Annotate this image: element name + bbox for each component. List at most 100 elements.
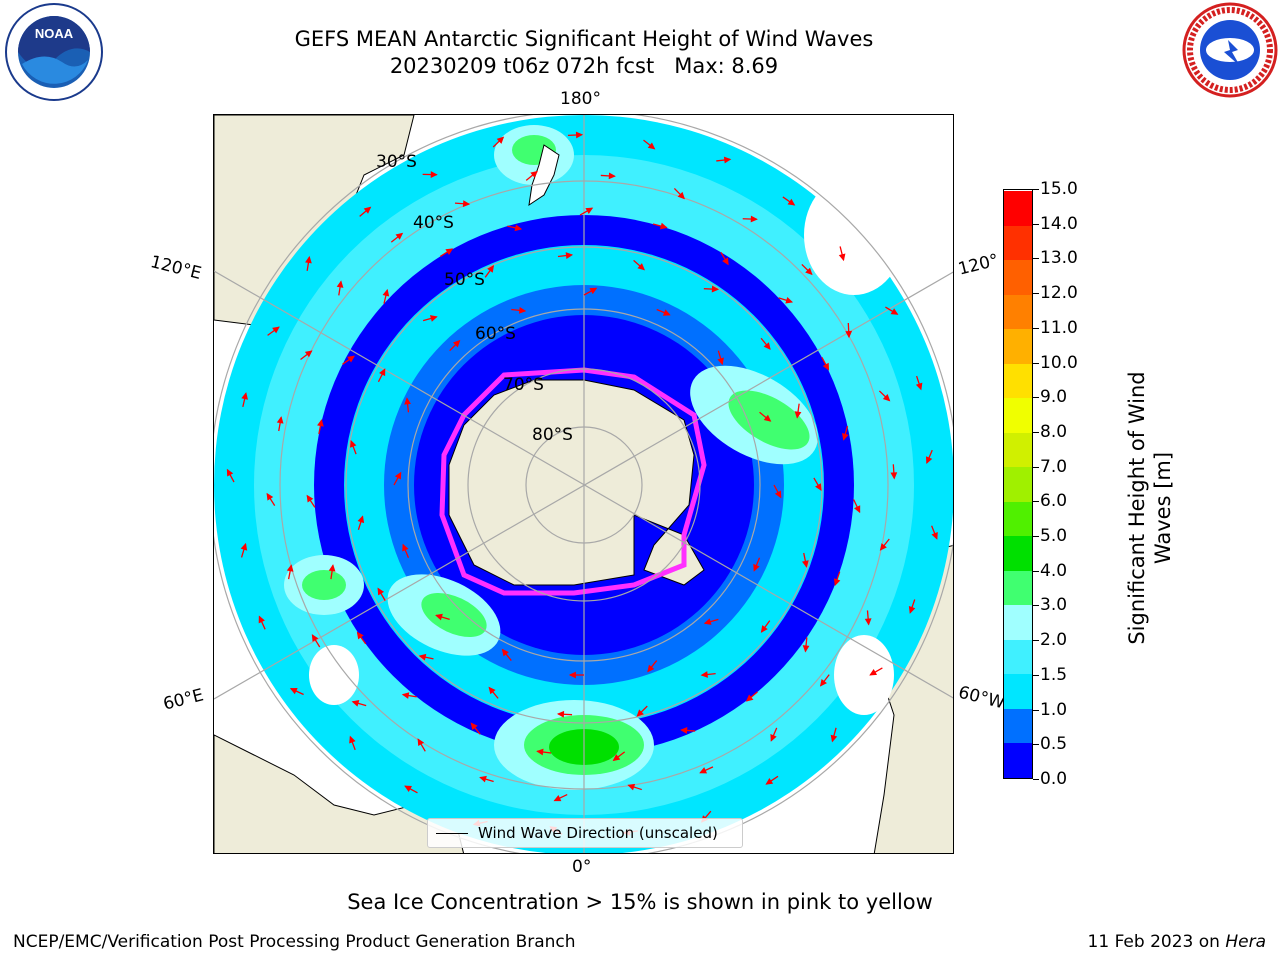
wind-arrow-head <box>915 382 923 391</box>
colorbar-segment <box>1004 501 1032 537</box>
wind-arrow-head <box>722 257 729 266</box>
wind-arrow-head <box>815 483 822 492</box>
colorbar-tick-mark <box>1033 570 1039 572</box>
wind-arrow-head <box>822 362 830 371</box>
lon-label-120e: 120°E <box>148 252 204 284</box>
wind-arrow-head <box>925 456 933 465</box>
wind-arrow-head <box>496 136 505 144</box>
wind-arrow-head <box>470 722 478 731</box>
wind-arrow-head <box>487 265 495 273</box>
colorbar-tick-mark <box>1033 189 1039 190</box>
colorbar-segment <box>1004 535 1032 571</box>
lat-label-80s: 80°S <box>532 425 573 445</box>
wind-arrow-head <box>879 543 887 551</box>
colorbar-segment <box>1004 742 1032 778</box>
wind-arrow-head <box>908 606 916 614</box>
national-weather-service-logo <box>1182 2 1278 98</box>
wind-arrow-head <box>347 355 355 363</box>
wind-arrow-head <box>336 280 344 288</box>
wind-arrow-head <box>349 735 356 744</box>
wind-arrow-head <box>317 419 324 427</box>
legend-label: Wind Wave Direction (unscaled) <box>478 824 718 842</box>
new-zealand-land <box>528 144 560 207</box>
wind-arrow-head <box>659 222 668 230</box>
colorbar-tick-label: 14.0 <box>1040 213 1078 234</box>
footer-machine: Hera <box>1225 932 1266 952</box>
wind-arrow-head <box>404 397 411 405</box>
wind-arrow-head <box>328 564 336 572</box>
wind-arrow-head <box>530 170 538 178</box>
wind-arrow-head <box>854 505 861 514</box>
lat-label-50s: 50°S <box>444 270 485 290</box>
wind-arrow-head <box>240 542 248 551</box>
lon-label-0: 0° <box>572 857 592 877</box>
wind-arrow-head <box>565 252 574 259</box>
wind-arrow-head <box>802 645 810 653</box>
lat-label-70s: 70°S <box>503 375 544 395</box>
wind-arrow-head <box>711 285 719 293</box>
colorbar-segment <box>1004 259 1032 295</box>
wind-arrow-head <box>765 777 774 785</box>
wind-arrow-head <box>536 748 544 756</box>
colorbar-tick-mark <box>1033 466 1039 468</box>
wind-arrow-head <box>266 492 274 501</box>
footer-credit: NCEP/EMC/Verification Post Processing Pr… <box>13 932 576 952</box>
wind-arrow-head <box>518 306 527 314</box>
wind-arrow-head <box>647 664 655 673</box>
wind-arrow-head <box>699 767 708 774</box>
wind-arrow-head <box>864 618 872 626</box>
wind-arrow-head <box>805 267 813 276</box>
wind-arrow-head <box>276 416 284 424</box>
wind-arrow-head <box>258 615 265 624</box>
colorbar-tick-label: 6.0 <box>1040 491 1068 512</box>
colorbar-tick-label: 9.0 <box>1040 387 1068 408</box>
map-canvas <box>214 115 953 853</box>
wind-arrow-head <box>379 368 386 377</box>
colorbar-tick-mark <box>1033 223 1039 225</box>
colorbar-tick-label: 4.0 <box>1040 560 1068 581</box>
wind-arrow-head <box>402 543 409 552</box>
wind-arrow-head <box>677 191 685 200</box>
wind-arrow-head <box>304 350 313 358</box>
colorbar-tick-mark <box>1033 397 1039 399</box>
wind-arrow-head <box>770 733 777 742</box>
wind-arrow-head <box>452 339 461 348</box>
wind-arrow-head <box>568 671 576 679</box>
colorbar-tick-label: 5.0 <box>1040 526 1068 547</box>
wind-arrow-head <box>286 564 294 572</box>
wind-arrow-head <box>382 288 390 297</box>
wind-arrow-head <box>785 297 794 304</box>
wind-arrow-head <box>680 727 688 734</box>
wind-arrow-head <box>763 342 771 350</box>
noaa-logo: NOAA <box>5 3 103 101</box>
colorbar-tick-label: 8.0 <box>1040 421 1068 442</box>
wind-arrow-head <box>363 206 372 214</box>
wind-arrows <box>226 131 938 836</box>
colorbar-segment <box>1004 432 1032 468</box>
wind-arrow-head <box>394 471 402 480</box>
colorbar-segment <box>1004 639 1032 675</box>
wind-arrow-head <box>845 330 853 339</box>
colorbar-segment <box>1004 708 1032 744</box>
colorbar-tick-mark <box>1033 709 1039 711</box>
colorbar-segment <box>1004 604 1032 640</box>
sea-ice-note: Sea Ice Concentration > 15% is shown in … <box>347 890 933 914</box>
colorbar-segment <box>1004 363 1032 399</box>
title-line-2: 20230209 t06z 072h fcst Max: 8.69 <box>389 54 779 78</box>
colorbar-tick-mark <box>1033 674 1039 676</box>
colorbar-segment <box>1004 190 1032 226</box>
wind-arrow-head <box>306 494 314 503</box>
colorbar-tick-label: 1.5 <box>1040 664 1068 685</box>
colorbar-tick-label: 12.0 <box>1040 283 1078 304</box>
colorbar-tick-label: 10.0 <box>1040 352 1078 373</box>
graticule <box>214 115 953 853</box>
wind-arrow-head <box>882 394 891 402</box>
colorbar-segment <box>1004 397 1032 433</box>
colorbar-tick-mark <box>1033 779 1039 780</box>
wind-arrow-head <box>608 172 616 180</box>
wind-arrow-head <box>647 142 656 150</box>
colorbar-tick-mark <box>1033 327 1039 329</box>
colorbar-label: Significant Height of Wind Waves [m] <box>1125 371 1175 645</box>
colorbar-tick-label: 1.0 <box>1040 699 1068 720</box>
wind-arrow-head <box>514 224 523 232</box>
